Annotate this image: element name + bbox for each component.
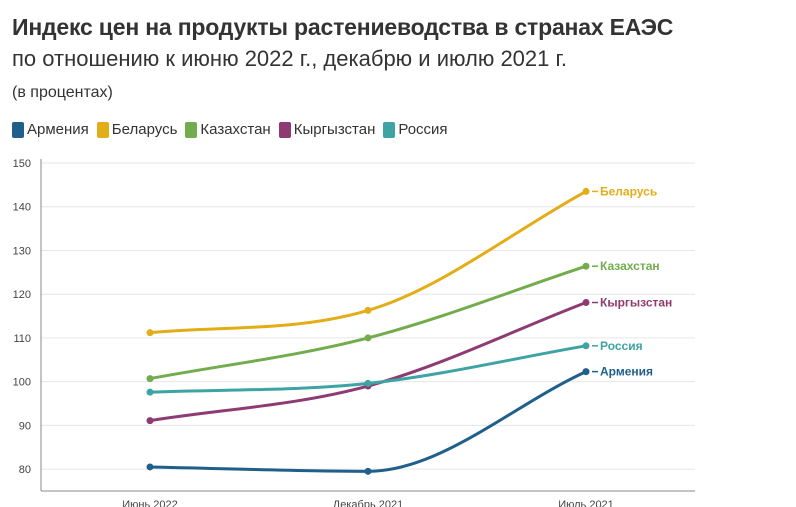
data-point <box>146 375 154 383</box>
data-point <box>582 187 590 195</box>
end-label: Кыргызстан <box>600 296 672 310</box>
data-point <box>146 417 154 425</box>
legend-swatch <box>12 121 24 138</box>
y-tick-label: 130 <box>13 245 31 257</box>
y-tick-label: 140 <box>13 202 31 214</box>
x-tick-label: Июль 2021 <box>558 499 614 507</box>
data-point <box>582 368 590 376</box>
y-tick-label: 80 <box>19 464 31 476</box>
chart-legend: Армения Беларусь Казахстан Кыргызстан Ро… <box>12 121 456 138</box>
data-point <box>146 388 154 396</box>
legend-item-kazakhstan[interactable]: Казахстан <box>185 121 271 138</box>
chart-unit: (в процентах) <box>12 84 113 101</box>
legend-swatch <box>185 121 198 138</box>
data-point <box>582 342 590 350</box>
legend-item-kyrgyzstan[interactable]: Кыргызстан <box>278 121 376 138</box>
legend-item-russia[interactable]: Россия <box>383 121 448 138</box>
legend-label: Армения <box>27 121 89 138</box>
x-tick-label: Декабрь 2021 <box>333 499 403 507</box>
legend-swatch <box>383 121 396 138</box>
y-tick-label: 150 <box>13 158 31 170</box>
chart-subtitle: по отношению к июню 2022 г., декабрю и и… <box>12 46 567 71</box>
legend-swatch <box>96 121 109 138</box>
legend-label: Кыргызстан <box>293 121 376 138</box>
end-label: Беларусь <box>600 184 657 198</box>
y-tick-label: 120 <box>13 289 31 301</box>
legend-label: Беларусь <box>111 121 178 138</box>
y-tick-label: 100 <box>13 377 31 389</box>
x-tick-label: Июнь 2022 <box>122 499 178 507</box>
legend-item-armenia[interactable]: Армения <box>12 121 89 138</box>
data-point <box>146 329 154 337</box>
end-label: Казахстан <box>600 259 660 273</box>
chart-title: Индекс цен на продукты растениеводства в… <box>12 14 674 40</box>
data-point <box>582 299 590 307</box>
y-tick-label: 110 <box>13 333 31 345</box>
series-line <box>148 301 588 423</box>
series-line <box>148 264 588 381</box>
data-point <box>364 467 372 475</box>
data-point <box>364 379 372 387</box>
data-point <box>364 306 372 314</box>
legend-swatch <box>278 121 291 138</box>
legend-label: Казахстан <box>200 121 271 138</box>
legend-item-belarus[interactable]: Беларусь <box>96 121 178 138</box>
y-tick-label: 90 <box>19 420 31 432</box>
end-label: Россия <box>600 339 643 353</box>
end-label: Армения <box>600 365 653 379</box>
data-point <box>146 463 154 471</box>
data-point <box>364 334 372 342</box>
legend-label: Россия <box>398 121 448 138</box>
data-point <box>582 262 590 270</box>
